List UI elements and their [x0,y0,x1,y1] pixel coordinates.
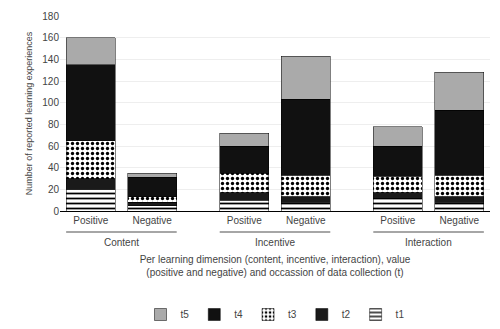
svg-text:160: 160 [42,32,59,43]
svg-text:80: 80 [48,119,60,130]
svg-text:t5: t5 [181,309,190,320]
svg-text:t3: t3 [288,309,297,320]
svg-text:Incentive: Incentive [255,237,295,248]
svg-text:20: 20 [48,184,60,195]
svg-text:Negative: Negative [440,215,480,226]
svg-text:40: 40 [48,162,60,173]
svg-text:100: 100 [42,97,59,108]
svg-text:Interaction: Interaction [405,237,452,248]
svg-text:Positive: Positive [73,215,108,226]
svg-text:t1: t1 [396,309,405,320]
svg-text:140: 140 [42,54,59,65]
svg-text:180: 180 [42,11,59,22]
svg-text:Number of reported learning ex: Number of reported learning experiences [24,31,34,195]
svg-text:Positive: Positive [380,215,415,226]
svg-text:Negative: Negative [286,215,326,226]
svg-text:60: 60 [48,141,60,152]
svg-text:t4: t4 [234,309,243,320]
svg-text:Content: Content [104,237,139,248]
svg-text:0: 0 [53,206,59,217]
svg-text:Positive: Positive [227,215,262,226]
svg-text:Per learning dimension (conten: Per learning dimension (content, incenti… [140,254,411,278]
svg-text:Negative: Negative [132,215,172,226]
svg-text:120: 120 [42,76,59,87]
svg-text:t2: t2 [342,309,351,320]
